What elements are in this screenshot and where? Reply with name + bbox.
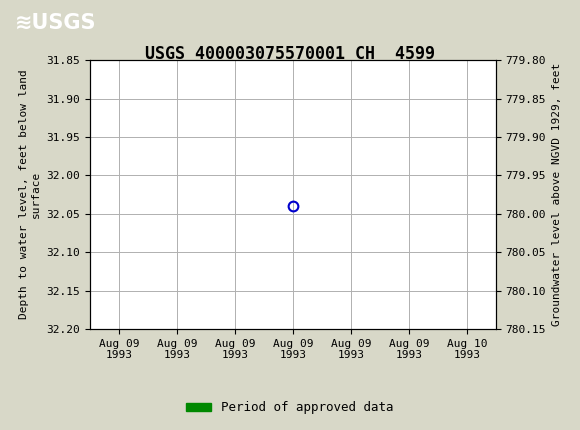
- Y-axis label: Depth to water level, feet below land
surface: Depth to water level, feet below land su…: [19, 70, 41, 319]
- Legend: Period of approved data: Period of approved data: [181, 396, 399, 419]
- Y-axis label: Groundwater level above NGVD 1929, feet: Groundwater level above NGVD 1929, feet: [552, 63, 561, 326]
- Text: USGS 400003075570001 CH  4599: USGS 400003075570001 CH 4599: [145, 45, 435, 63]
- Text: ≋USGS: ≋USGS: [14, 12, 96, 33]
